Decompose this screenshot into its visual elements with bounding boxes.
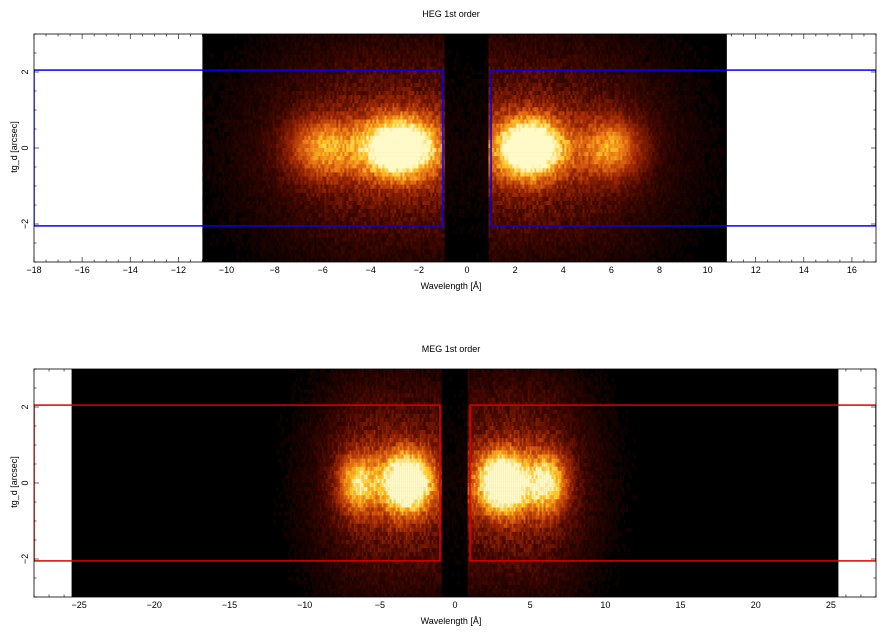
heg-title: HEG 1st order <box>422 9 480 19</box>
meg-xtick-label: 10 <box>600 600 610 610</box>
meg-plot-area: −25 −20 −15 −10 −5 0 5 10 15 20 25−202 <box>20 368 877 610</box>
heg-xtick-label: −8 <box>269 265 279 275</box>
heg-xtick-label: −4 <box>366 265 376 275</box>
heg-xtick-label: −6 <box>318 265 328 275</box>
meg-region-positive <box>469 404 876 562</box>
heg-xtick-label: −2 <box>414 265 424 275</box>
heg-xtick-label: 6 <box>609 265 614 275</box>
meg-xlabel: Wavelength [Å] <box>421 616 482 626</box>
meg-xtick-label: 20 <box>751 600 761 610</box>
heg-plot-area: −18 −16 −14 −12 −10 −8 −6 −4 −2 0 2 4 6 8 10 12 14 16 −2 0 2 <box>20 33 877 275</box>
heg-pixels <box>202 34 727 262</box>
heg-xtick-label: 8 <box>657 265 662 275</box>
heg-xlabel: Wavelength [Å] <box>421 281 482 291</box>
meg-title: MEG 1st order <box>422 344 481 354</box>
meg-xtick-label: 5 <box>528 600 533 610</box>
meg-ytick-label: −2 <box>20 554 30 564</box>
heg-xtick-label: 2 <box>513 265 518 275</box>
heg-xtick-label: 4 <box>561 265 566 275</box>
heg-xtick-label: 16 <box>847 265 857 275</box>
heg-xtick-label: 14 <box>799 265 809 275</box>
heg-xtick-label: −14 <box>123 265 138 275</box>
meg-panel: MEG 1st order −25 −20 −15 −10 −5 0 5 10 15 20 25−2… <box>9 344 877 626</box>
heg-ylabel: tg_d [arcsec] <box>9 121 19 173</box>
meg-heatmap <box>34 369 876 597</box>
heg-region-positive <box>490 69 876 227</box>
meg-xtick-label: 15 <box>676 600 686 610</box>
meg-region-negative <box>34 404 441 562</box>
meg-xtick-label: 0 <box>452 600 457 610</box>
heg-xtick-label: 10 <box>703 265 713 275</box>
meg-ytick-label: 2 <box>20 404 30 409</box>
heg-xtick-label: −10 <box>219 265 234 275</box>
meg-pixels <box>273 369 638 597</box>
meg-xtick-label: 25 <box>826 600 836 610</box>
meg-xtick-label: −5 <box>375 600 385 610</box>
heg-xtick-label: −12 <box>171 265 186 275</box>
heg-xtick-label: 12 <box>751 265 761 275</box>
heg-heatmap <box>34 34 876 262</box>
heg-ytick-label: 2 <box>20 69 30 74</box>
heg-region-negative <box>34 69 444 227</box>
meg-xtick-label: −15 <box>222 600 237 610</box>
heg-xtick-label: 0 <box>465 265 470 275</box>
heg-ytick-label: 0 <box>20 145 30 150</box>
meg-xtick-label: −20 <box>147 600 162 610</box>
meg-xtick-label: −10 <box>297 600 312 610</box>
heg-xtick-label: −16 <box>74 265 89 275</box>
heg-ytick-label: −2 <box>20 219 30 229</box>
meg-ytick-label: 0 <box>20 480 30 485</box>
heg-xtick-label: −18 <box>26 265 41 275</box>
meg-xtick-label: −25 <box>71 600 86 610</box>
meg-ylabel: tg_d [arcsec] <box>9 456 19 508</box>
heg-panel: HEG 1st order −18 −16 −14 −12 −10 −8 −6 −4 −2 0 2 4… <box>9 9 877 291</box>
